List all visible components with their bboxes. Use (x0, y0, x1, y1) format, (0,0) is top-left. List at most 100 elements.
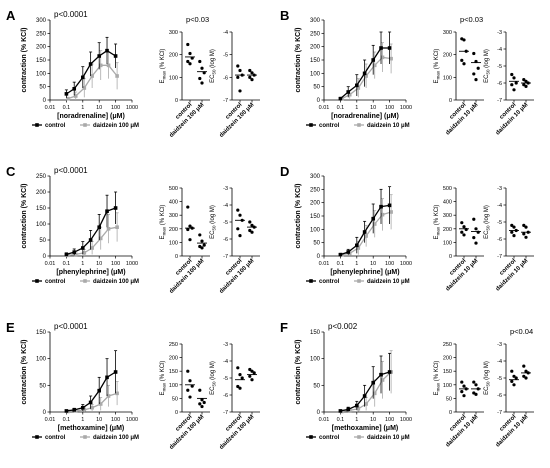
data-point (364, 234, 368, 238)
scatter-point (248, 75, 252, 79)
scatter-point (462, 384, 466, 388)
y-tick-label: -6 (497, 81, 502, 87)
x-axis-label: [methoxamine] (μM) (58, 425, 125, 432)
line-chart: 0 50 100 150 0.01 0.1 1 10 100 1000 contraction (%… (21, 322, 139, 441)
y-tick-label: 0 (449, 410, 452, 416)
p-value: p<0.0001 (54, 10, 88, 19)
legend-marker (357, 279, 361, 283)
panel-letter: B (280, 8, 289, 23)
data-point (338, 96, 343, 101)
y-tick-label: -4 (497, 203, 502, 209)
y-tick-label: 150 (36, 206, 47, 212)
y-tick-label: -7 (497, 98, 502, 104)
y-tick-label: 0 (175, 410, 178, 416)
data-point (106, 394, 111, 398)
x-tick-label: 0.01 (45, 261, 56, 267)
scatter-ylabel: EC50 (log M) (484, 361, 491, 395)
data-point (73, 94, 78, 98)
scatter-point (522, 223, 526, 227)
scatter-point (202, 243, 206, 247)
scatter-point (514, 81, 518, 85)
scatter-point (200, 66, 204, 70)
y-tick-label: 100 (310, 71, 321, 77)
p-value: p<0.04 (510, 327, 533, 336)
y-tick-label: 100 (443, 75, 452, 81)
scatter-point (460, 390, 464, 394)
scatter-point (190, 384, 194, 388)
scatter-point (510, 83, 514, 87)
data-point (346, 90, 351, 94)
scatter-ylabel: Emax (% KCl) (160, 205, 167, 240)
data-point (346, 407, 351, 412)
x-tick-label: 1000 (400, 105, 412, 111)
p-value: p<0.002 (328, 322, 358, 331)
y-tick-label: 200 (443, 227, 452, 233)
scatter-point (512, 234, 516, 238)
data-point (115, 74, 119, 78)
panel-letter: C (6, 164, 16, 179)
y-tick-label: -4 (223, 359, 228, 365)
y-tick-label: -6 (223, 237, 228, 243)
scatter-point (474, 241, 478, 245)
data-point (371, 216, 375, 221)
scatter-point (522, 232, 526, 236)
y-tick-label: 100 (169, 383, 178, 389)
x-tick-label: 0.01 (319, 417, 330, 423)
y-tick-label: -6 (223, 75, 228, 81)
data-point (338, 409, 343, 413)
legend: control daidzein 10 μM (306, 435, 410, 441)
data-point (362, 230, 367, 234)
legend-label: control (319, 123, 340, 129)
y-tick-label: -7 (497, 410, 502, 416)
scatter-point (522, 364, 526, 368)
y-tick-label: 150 (36, 58, 47, 64)
y-tick-label: -4 (223, 203, 228, 209)
scatter-point (198, 59, 202, 64)
x-axis-label: [phenylephrine] (μM) (56, 269, 125, 276)
y-tick-label: -6 (223, 393, 228, 399)
y-axis-label: contraction (% KCl) (21, 184, 28, 249)
scatter-point (200, 239, 204, 243)
data-point (97, 388, 101, 393)
x-tick-label: 100 (385, 261, 394, 267)
y-tick-label: 0 (43, 98, 47, 104)
scatter-point (248, 367, 252, 372)
data-point (372, 222, 377, 226)
scatter-point (248, 220, 252, 224)
scatter-point (252, 371, 256, 375)
scatter-point (472, 236, 476, 240)
y-tick-label: -3 (497, 30, 502, 36)
scatter-point (188, 224, 192, 228)
scatter-point (250, 71, 254, 75)
data-point (387, 46, 392, 50)
series-control (338, 186, 392, 257)
y-tick-label: 300 (443, 213, 452, 219)
scatter-point (238, 213, 242, 217)
data-point (372, 63, 377, 68)
line-chart: 0 50 100 150 200 250 0.01 0.1 1 10 100 1000 contract… (21, 166, 139, 285)
x-tick-label: 100 (111, 417, 120, 423)
y-tick-label: 200 (36, 190, 47, 196)
scatter-point (248, 228, 252, 233)
scatter-point (200, 81, 204, 85)
data-point (387, 203, 392, 208)
y-tick-label: 100 (310, 357, 321, 363)
y-tick-label: 100 (36, 357, 47, 363)
data-point (64, 409, 69, 413)
scatter-ylabel: Emax (% KCl) (434, 361, 441, 396)
scatter-point (512, 383, 516, 387)
scatter-point (524, 84, 528, 88)
scatter-point (472, 72, 476, 76)
scatter-point (236, 227, 240, 231)
data-point (338, 252, 343, 257)
scatter-point (240, 376, 244, 380)
legend-label: daidzein 100 μM (93, 279, 139, 285)
y-tick-label: 0 (449, 98, 452, 104)
scatter-point (188, 395, 192, 399)
scatter-point (512, 225, 516, 229)
y-axis-label: contraction (% KCl) (21, 340, 28, 405)
